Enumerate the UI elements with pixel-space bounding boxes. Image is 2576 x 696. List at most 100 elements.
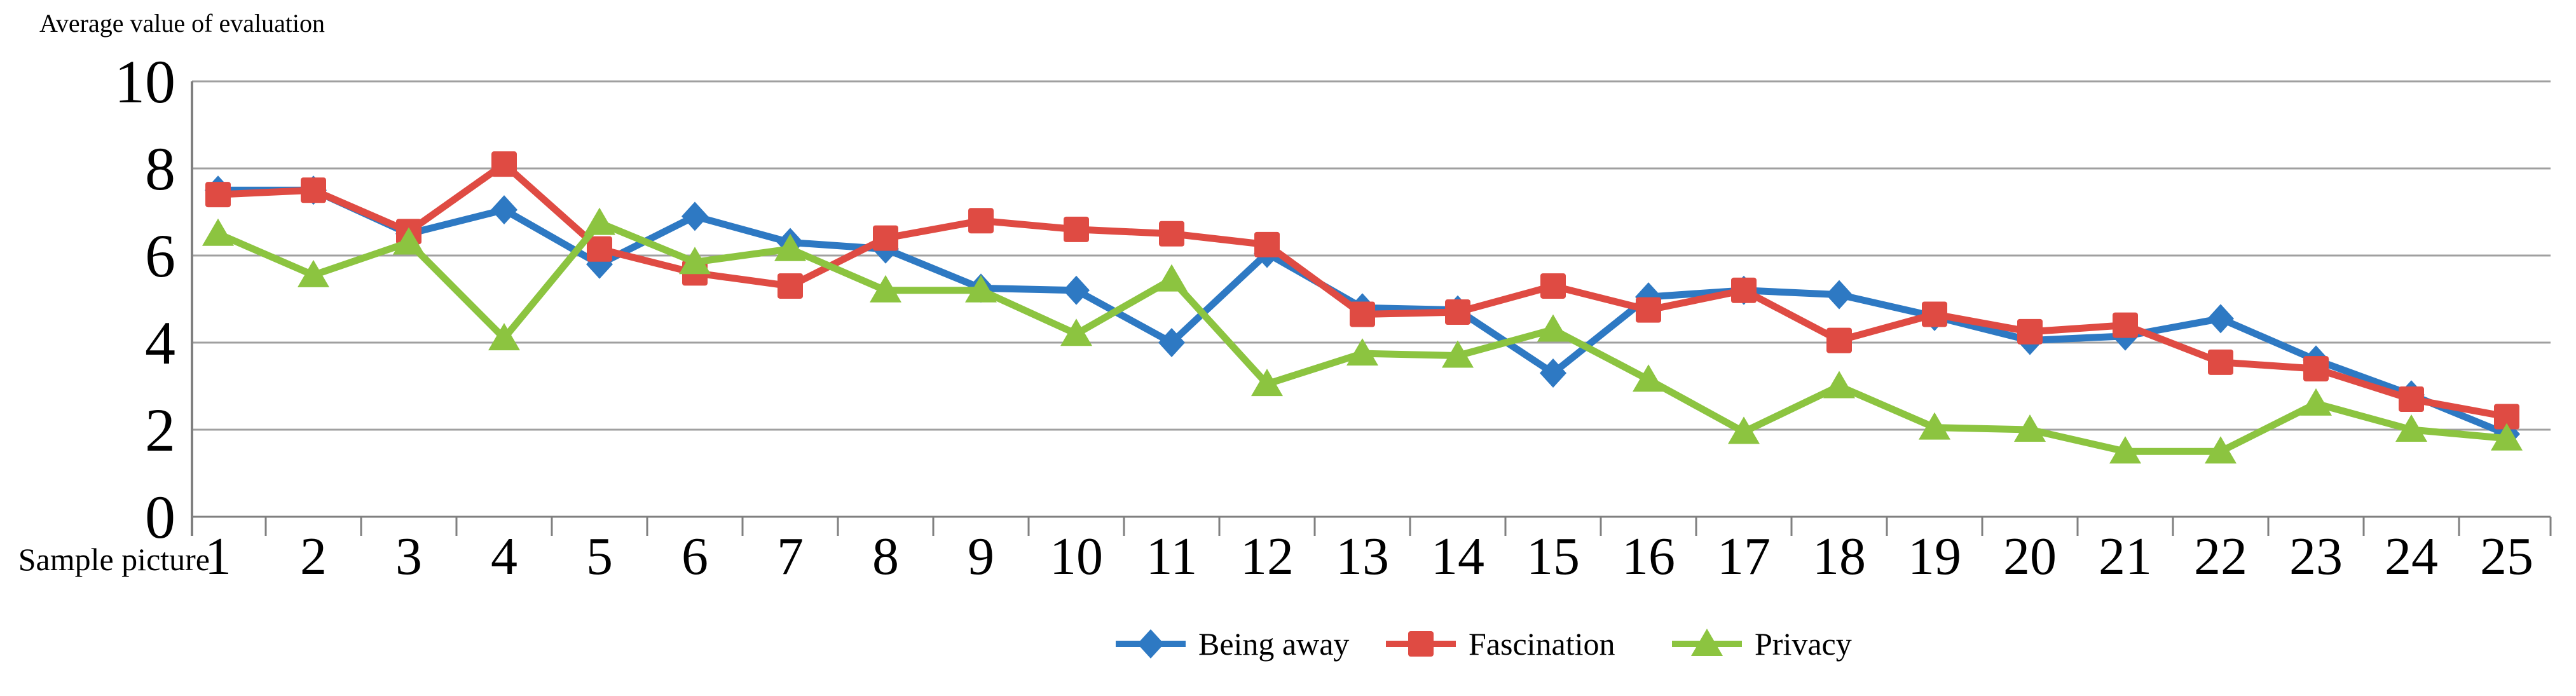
x-tick-label-6: 6 (682, 527, 708, 586)
x-axis-title: Sample picture (18, 542, 210, 577)
diamond-marker-icon (1158, 328, 1185, 357)
series-line-fascination (214, 160, 2511, 420)
square-marker-icon (1445, 299, 1470, 325)
square-marker-icon (1540, 273, 1566, 299)
x-tick-label-21: 21 (2099, 527, 2152, 586)
y-tick-label-10: 10 (114, 48, 175, 116)
legend: Being away Fascination Privacy (1116, 626, 1852, 662)
square-marker-icon (1254, 231, 1280, 257)
triangle-marker-icon (1728, 416, 1760, 444)
triangle-marker-icon (1537, 314, 1569, 342)
x-tick-label-11: 11 (1146, 527, 1198, 586)
triangle-marker-icon (2300, 388, 2332, 416)
x-tick-label-25: 25 (2480, 527, 2533, 586)
square-marker-icon (873, 225, 898, 251)
chart-title: Average value of evaluation (39, 9, 325, 38)
series-fascination (205, 151, 2519, 430)
square-marker-icon (2494, 404, 2519, 430)
x-axis-tick-labels: 1 2 3 4 5 6 7 8 9 10 11 12 13 14 15 16 17 18 19 20 21 22 23 24 2… (205, 527, 2533, 586)
x-tick-label-24: 24 (2385, 527, 2438, 586)
legend-square-icon (1408, 631, 1434, 657)
square-marker-icon (2113, 312, 2138, 338)
legend-privacy-marker-icon (1672, 629, 1742, 656)
triangle-marker-icon (393, 227, 425, 255)
series-privacy (202, 207, 2523, 464)
triangle-marker-icon (488, 323, 520, 351)
triangle-marker-icon (298, 259, 329, 287)
triangle-marker-icon (1823, 371, 1855, 399)
axes (191, 81, 2552, 536)
diamond-marker-icon (1063, 275, 1090, 305)
data-series-layer (202, 151, 2523, 464)
x-tick-label-9: 9 (968, 527, 994, 586)
triangle-marker-icon (202, 218, 234, 246)
x-tick-label-8: 8 (872, 527, 899, 586)
square-marker-icon (1350, 301, 1375, 327)
x-tick-label-23: 23 (2289, 527, 2343, 586)
x-tick-label-1: 1 (205, 527, 231, 586)
triangle-marker-icon (2395, 414, 2427, 442)
triangle-marker-icon (1633, 364, 1664, 392)
x-tick-label-13: 13 (1336, 527, 1389, 586)
y-tick-label-0: 0 (145, 483, 175, 551)
legend-label-fascination: Fascination (1469, 626, 1615, 662)
square-marker-icon (2208, 349, 2233, 375)
legend-fascination-marker-icon (1386, 631, 1456, 657)
x-tick-label-7: 7 (777, 527, 804, 586)
x-tick-label-18: 18 (1812, 527, 1866, 586)
x-tick-label-22: 22 (2194, 527, 2247, 586)
legend-label-privacy: Privacy (1755, 626, 1852, 662)
triangle-marker-icon (1919, 412, 1950, 440)
x-tick-label-4: 4 (491, 527, 517, 586)
triangle-marker-icon (1060, 318, 1092, 346)
x-tick-label-16: 16 (1622, 527, 1675, 586)
triangle-marker-icon (679, 247, 711, 275)
triangle-marker-icon (1156, 264, 1188, 292)
triangle-marker-icon (2491, 423, 2523, 451)
legend-being-away-marker-icon (1116, 629, 1186, 658)
triangle-marker-icon (584, 207, 615, 235)
x-tick-label-17: 17 (1717, 527, 1771, 586)
square-marker-icon (1064, 216, 1089, 242)
x-tick-label-19: 19 (1908, 527, 1961, 586)
triangle-marker-icon (1346, 338, 1378, 366)
triangle-marker-icon (774, 233, 806, 261)
square-marker-icon (1636, 297, 1661, 323)
y-tick-label-6: 6 (145, 222, 175, 290)
x-tick-label-12: 12 (1240, 527, 1294, 586)
square-marker-icon (968, 208, 994, 234)
square-marker-icon (778, 273, 803, 299)
x-tick-label-2: 2 (300, 527, 327, 586)
square-marker-icon (587, 236, 612, 262)
square-marker-icon (491, 151, 517, 177)
triangle-marker-icon (870, 275, 901, 303)
square-marker-icon (2303, 356, 2329, 382)
square-marker-icon (301, 177, 326, 203)
x-tick-label-5: 5 (586, 527, 613, 586)
square-marker-icon (2399, 386, 2424, 413)
x-tick-label-3: 3 (395, 527, 422, 586)
square-marker-icon (1922, 301, 1947, 327)
x-tick-label-20: 20 (2003, 527, 2057, 586)
square-marker-icon (1826, 327, 1852, 353)
y-tick-label-4: 4 (145, 309, 175, 377)
square-marker-icon (205, 182, 231, 208)
diamond-marker-icon (682, 201, 708, 231)
square-marker-icon (1159, 221, 1184, 247)
triangle-marker-icon (965, 275, 997, 303)
triangle-marker-icon (2205, 436, 2237, 464)
square-marker-icon (1731, 277, 1757, 303)
y-axis-tick-labels: 0 2 4 6 8 10 (114, 48, 175, 551)
triangle-marker-icon (1251, 369, 1283, 397)
x-tick-label-10: 10 (1050, 527, 1103, 586)
triangle-marker-icon (2014, 414, 2046, 442)
y-tick-label-8: 8 (145, 135, 175, 203)
diamond-marker-icon (1540, 358, 1566, 388)
legend-diamond-icon (1137, 629, 1164, 658)
diamond-marker-icon (491, 195, 517, 225)
y-tick-label-2: 2 (145, 396, 175, 464)
legend-label-being-away: Being away (1198, 626, 1349, 662)
square-marker-icon (2017, 318, 2043, 345)
